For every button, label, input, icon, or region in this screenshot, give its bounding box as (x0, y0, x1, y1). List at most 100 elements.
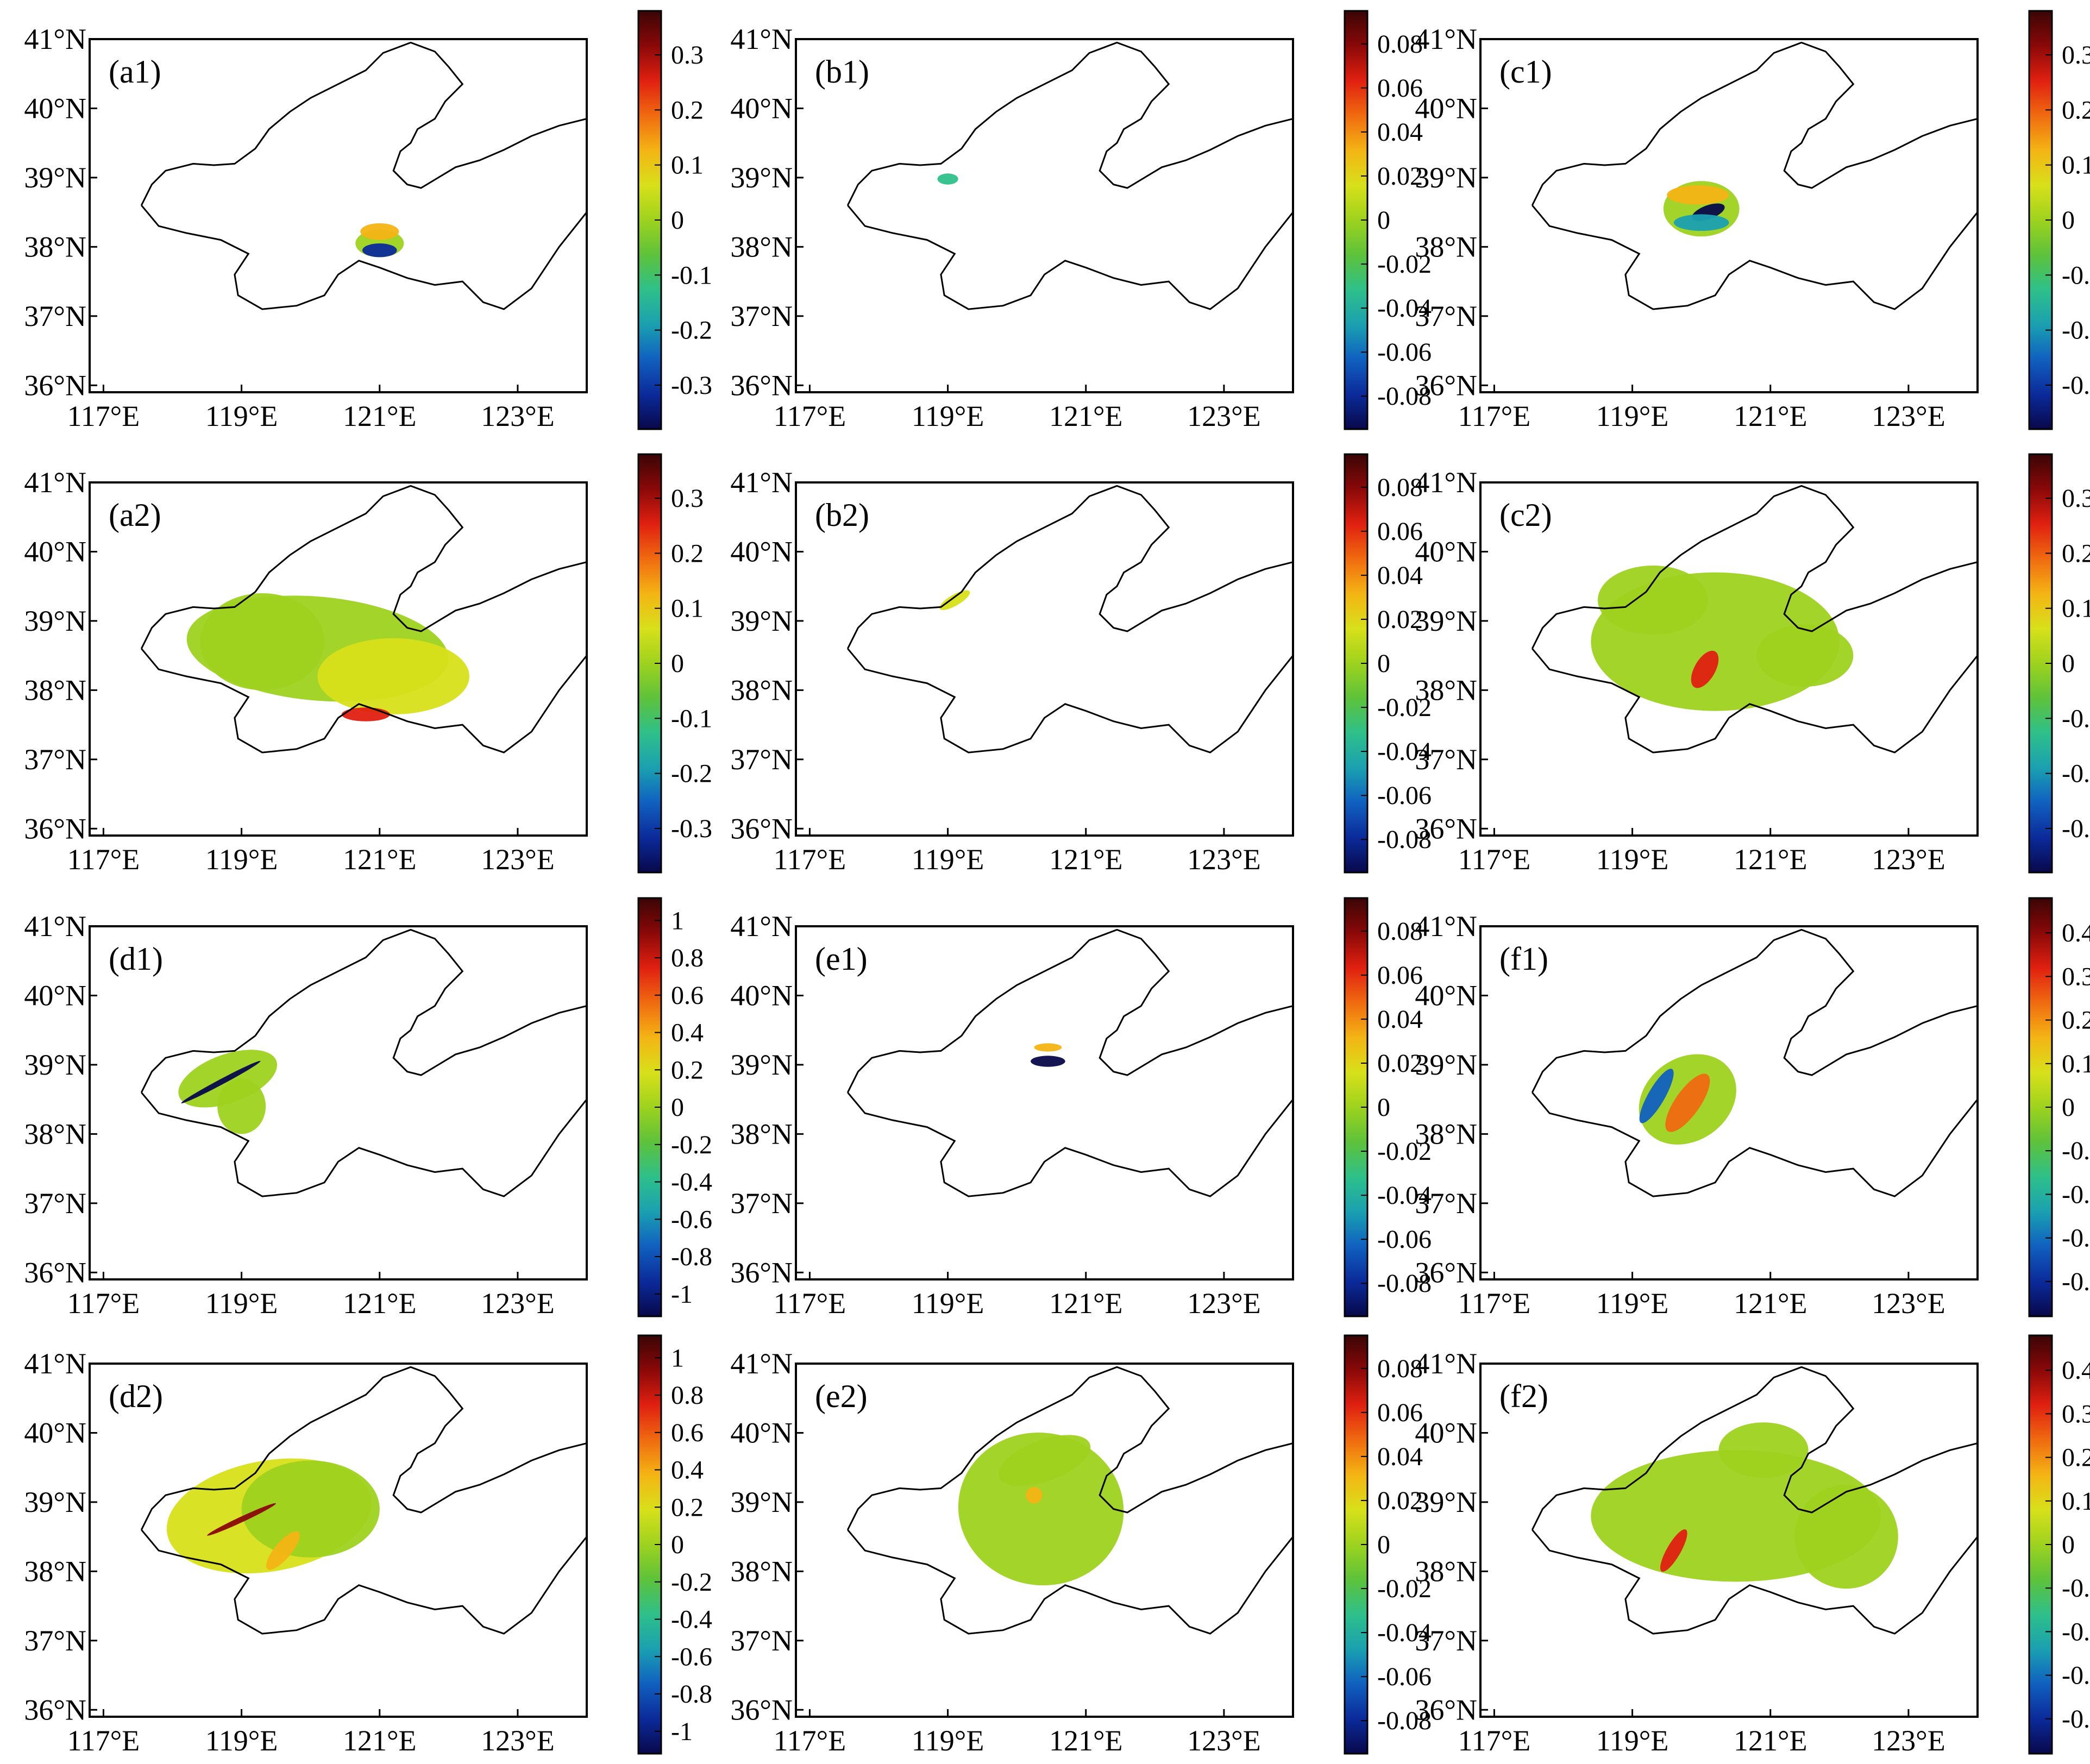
x-tick-label: 121°E (343, 843, 417, 876)
plot-frame (1479, 481, 1979, 837)
x-tick-label: 117°E (1458, 843, 1531, 876)
x-tick-label: 117°E (774, 1287, 846, 1320)
y-tick-label: 41°N (24, 466, 86, 499)
colorbar-tick-label: 0.04 (1377, 118, 1423, 147)
colorbar-tick-label: -0.2 (671, 1568, 712, 1597)
plot-area (90, 39, 587, 392)
colorbar-tick-label: -0.02 (1377, 250, 1432, 279)
plot-frame (1479, 925, 1979, 1280)
colorbar-tick-label: -0.4 (2062, 1267, 2090, 1296)
colorbar-tick-label: 0 (2062, 206, 2075, 235)
y-tick-label: 39°N (730, 161, 793, 194)
y-tick-label: 41°N (1415, 1347, 1477, 1380)
plot-frame (1479, 38, 1979, 393)
colorbar-tick-label: -1 (671, 1280, 693, 1309)
x-tick-label: 123°E (1872, 843, 1945, 876)
colorbar-tick-label: 0 (1377, 1093, 1390, 1122)
colorbar-tick-label: -0.8 (671, 1242, 712, 1271)
colorbar-tick-label: -0.02 (1377, 1137, 1432, 1166)
y-tick-label: 36°N (1415, 1693, 1477, 1726)
x-tick-label: 117°E (67, 843, 140, 876)
y-tick-label: 40°N (730, 92, 793, 124)
colorbar-tick-label: 0.02 (1377, 162, 1423, 191)
colorbar-tick-label: 0.08 (1377, 1354, 1423, 1383)
x-tick-label: 123°E (1187, 843, 1261, 876)
plot-frame (89, 38, 588, 393)
field-blob (362, 243, 397, 258)
x-tick-label: 117°E (67, 1724, 140, 1757)
y-tick-label: 39°N (1415, 605, 1477, 637)
y-tick-label: 39°N (24, 605, 86, 637)
y-tick-label: 41°N (24, 1347, 86, 1380)
x-tick-label: 123°E (481, 400, 555, 432)
panel-label: (e1) (815, 941, 868, 977)
colorbar-tick-label: 0.06 (1377, 1398, 1423, 1427)
x-tick-label: 121°E (1049, 843, 1123, 876)
x-tick-label: 119°E (1596, 1724, 1669, 1757)
colorbar-tick-label: 0.2 (671, 539, 704, 568)
coastline (846, 1366, 1293, 1635)
colorbar-tick-label: -0.4 (671, 1605, 712, 1634)
colorbar-tick-label: -0.4 (2062, 1705, 2090, 1734)
y-tick-label: 38°N (730, 1118, 793, 1150)
y-tick-label: 40°N (730, 535, 793, 568)
y-tick-label: 41°N (730, 466, 793, 499)
anomaly-field (1639, 1054, 1736, 1145)
x-tick-label: 117°E (774, 1724, 846, 1757)
y-tick-label: 41°N (24, 23, 86, 55)
field-blob (1691, 650, 1719, 688)
colorbar-tick-label: 0.3 (2062, 484, 2090, 513)
x-tick-label: 119°E (1596, 400, 1669, 432)
colorbar-tick-label: 0.06 (1377, 961, 1423, 990)
field-blob (200, 593, 325, 690)
coastline (140, 928, 587, 1197)
y-tick-label: 40°N (24, 979, 86, 1012)
colorbar-tick-label: -0.2 (671, 759, 712, 788)
y-tick-label: 36°N (24, 1256, 86, 1289)
colorbar-tick-label: -0.2 (671, 316, 712, 345)
y-tick-label: 39°N (1415, 1486, 1477, 1518)
colorbar-tick-label: -0.3 (2062, 814, 2090, 843)
y-tick-label: 38°N (24, 1118, 86, 1150)
colorbar-tick-label: 0.04 (1377, 1005, 1423, 1034)
colorbar-tick-label: 0.1 (671, 151, 704, 180)
plot-frame (795, 38, 1294, 393)
x-tick-label: 123°E (1872, 400, 1945, 432)
colorbar-tick-label: -0.3 (671, 371, 712, 400)
colorbar-tick-label: -0.06 (1377, 1225, 1432, 1254)
colorbar-tick-label: 0.06 (1377, 517, 1423, 546)
colorbar-tick-label: 0.2 (2062, 1006, 2090, 1035)
x-tick-label: 123°E (1187, 1724, 1261, 1757)
coastline (1531, 1366, 1978, 1635)
y-tick-label: 41°N (24, 910, 86, 943)
y-tick-label: 38°N (1415, 230, 1477, 263)
x-tick-label: 121°E (1734, 400, 1807, 432)
y-tick-label: 36°N (1415, 369, 1477, 401)
x-tick-label: 117°E (67, 1287, 140, 1320)
colorbar-tick-label: -1 (671, 1717, 693, 1746)
colorbar-tick-label: 0.08 (1377, 917, 1423, 946)
plot-area (796, 926, 1293, 1279)
anomaly-field (958, 1433, 1124, 1586)
field-blob (1660, 1529, 1687, 1572)
y-tick-label: 39°N (24, 1486, 86, 1518)
colorbar-tick-label: -0.2 (671, 1131, 712, 1159)
colorbar-tick-label: 0.08 (1377, 473, 1423, 502)
colorbar-tick-label: -0.3 (2062, 1224, 2090, 1253)
anomaly-field (1591, 1422, 1898, 1589)
x-tick-label: 121°E (1049, 400, 1123, 432)
colorbar-tick-label: -0.06 (1377, 338, 1432, 367)
field-blob (241, 1460, 380, 1558)
colorbar-tick-label: 0.1 (2062, 1050, 2090, 1078)
y-tick-label: 41°N (1415, 23, 1477, 55)
panel-label: (f2) (1499, 1378, 1548, 1414)
